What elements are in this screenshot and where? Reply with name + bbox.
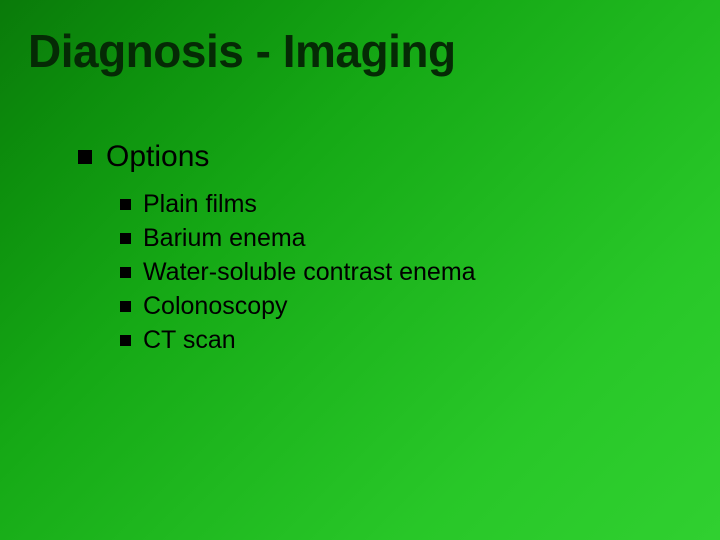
square-bullet-icon [78, 150, 92, 164]
list-item: Water-soluble contrast enema [120, 258, 476, 287]
list-item: Colonoscopy [120, 292, 476, 321]
square-bullet-icon [120, 267, 131, 278]
subitem-label: Plain films [143, 190, 257, 219]
sublist: Plain films Barium enema Water-soluble c… [120, 190, 476, 355]
slide-title: Diagnosis - Imaging [28, 24, 456, 78]
subitem-label: CT scan [143, 326, 236, 355]
list-item: Plain films [120, 190, 476, 219]
list-item-level1: Options [78, 140, 209, 174]
subitem-label: Colonoscopy [143, 292, 288, 321]
list-item: CT scan [120, 326, 476, 355]
subitem-label: Barium enema [143, 224, 306, 253]
subitem-label: Water-soluble contrast enema [143, 258, 476, 287]
square-bullet-icon [120, 335, 131, 346]
square-bullet-icon [120, 199, 131, 210]
square-bullet-icon [120, 301, 131, 312]
level1-label: Options [106, 140, 209, 174]
slide: Diagnosis - Imaging Options Plain films … [0, 0, 720, 540]
square-bullet-icon [120, 233, 131, 244]
list-item: Barium enema [120, 224, 476, 253]
